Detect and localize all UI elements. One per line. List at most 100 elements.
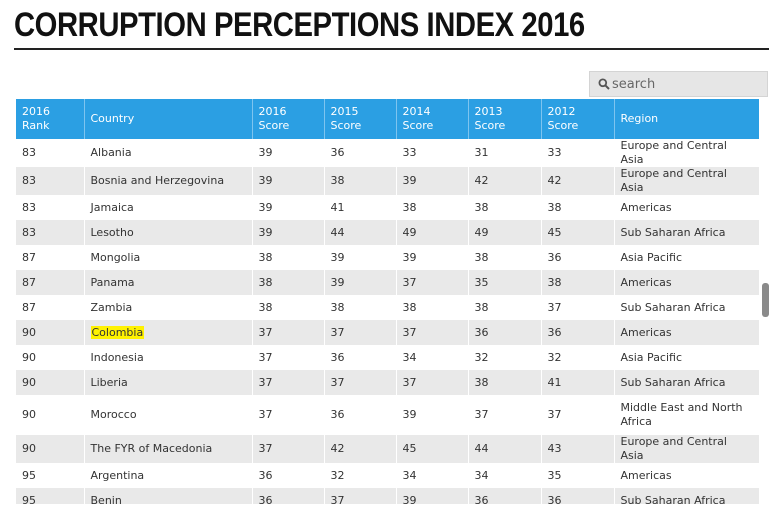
cell-value: 90 [22, 375, 36, 389]
column-header-line2: Score [258, 119, 290, 132]
cell-value: 33 [547, 146, 562, 159]
table-cell: 39 [252, 220, 325, 245]
column-header-line2: Score [547, 119, 579, 132]
cell-value: Americas [620, 275, 672, 289]
cell-value: 37 [402, 375, 417, 389]
cell-value: 43 [547, 442, 562, 455]
country-name: Lesotho [90, 225, 134, 239]
table-cell: Albania [84, 139, 253, 167]
table-cell: 38 [324, 167, 397, 195]
cell-value: 41 [547, 375, 562, 389]
country-name: Liberia [90, 375, 128, 389]
country-name: Bosnia and Herzegovina [90, 174, 225, 187]
table-cell: 34 [396, 463, 469, 488]
cell-value: 37 [258, 325, 273, 339]
cell-value: 90 [22, 442, 36, 455]
cell-value: 36 [547, 493, 562, 505]
table-cell: 35 [468, 270, 542, 295]
cell-value: 39 [330, 250, 345, 264]
cell-value: 37 [258, 408, 273, 421]
table-cell: 37 [468, 395, 542, 435]
column-header-4[interactable]: 2014 Score [396, 99, 469, 139]
cell-value: 83 [22, 174, 36, 187]
cell-value: 32 [330, 468, 345, 482]
cell-value: 34 [474, 468, 489, 482]
cell-value: Sub Saharan Africa [620, 225, 726, 239]
table-cell: 41 [541, 370, 615, 395]
column-header-line1: 2014 [402, 105, 431, 118]
country-name: Indonesia [90, 350, 144, 364]
table-cell: 38 [324, 295, 397, 320]
table-row: 95 Argentina 36 32 34 34 35 Americas [16, 463, 759, 488]
cell-value: 39 [258, 146, 273, 159]
cell-value: 39 [258, 225, 273, 239]
table-cell: 36 [252, 488, 325, 504]
table-cell: 44 [468, 435, 542, 463]
cell-value: Asia Pacific [620, 350, 683, 364]
table-row: 83 Albania 39 36 33 31 33 Europe and Central As… [16, 139, 759, 167]
column-header-line2: Score [402, 119, 434, 132]
cell-value: 32 [547, 350, 562, 364]
table-cell: 32 [541, 345, 615, 370]
country-name: Jamaica [90, 200, 134, 214]
table-row: 87 Zambia 38 38 38 38 37 Sub Saharan Africa [16, 295, 759, 320]
cell-value: 49 [474, 225, 489, 239]
cell-value: Americas [620, 468, 672, 482]
title-divider [14, 48, 769, 50]
table-cell: 37 [541, 395, 615, 435]
cell-value: 37 [547, 300, 562, 314]
table-cell: 41 [324, 195, 397, 220]
cell-value: 87 [22, 300, 36, 314]
table-row: 87 Mongolia 38 39 39 38 36 Asia Pacific [16, 245, 759, 270]
scrollbar-thumb[interactable] [762, 283, 769, 317]
table-cell: 83 [16, 167, 85, 195]
search-input[interactable]: search [589, 71, 768, 97]
cell-value: 38 [258, 300, 273, 314]
table-cell: 36 [468, 320, 542, 345]
table-cell: 38 [252, 245, 325, 270]
cell-value: Middle East and North Africa [620, 401, 743, 428]
column-header-3[interactable]: 2015 Score [324, 99, 397, 139]
cell-value: Sub Saharan Africa [620, 375, 726, 389]
cell-value: 39 [402, 174, 417, 187]
table-cell: Americas [614, 463, 759, 488]
column-header-2[interactable]: 2016 Score [252, 99, 325, 139]
column-header-6[interactable]: 2012 Score [541, 99, 615, 139]
table-cell: 36 [252, 463, 325, 488]
cell-value: 39 [402, 408, 417, 421]
column-header-7[interactable]: Region [614, 99, 759, 139]
cell-value: 87 [22, 250, 36, 264]
table-row: 90 Colombia 37 37 37 36 36 Americas [16, 320, 759, 345]
table-cell: Sub Saharan Africa [614, 370, 759, 395]
cell-value: 32 [474, 350, 489, 364]
table-cell: Americas [614, 195, 759, 220]
table-cell: Europe and Central Asia [614, 167, 759, 195]
table-cell: 31 [468, 139, 542, 167]
table-row: 90 Indonesia 37 36 34 32 32 Asia Pacific [16, 345, 759, 370]
table-cell: 36 [541, 245, 615, 270]
table-cell: 95 [16, 463, 85, 488]
cell-value: 83 [22, 146, 36, 159]
table-header-row: 2016 Rank Country 2016 Score 2015 Score 2014 Sco… [16, 99, 759, 139]
table-cell: 37 [252, 345, 325, 370]
cell-value: 37 [402, 325, 417, 339]
column-header-0[interactable]: 2016 Rank [16, 99, 85, 139]
column-header-5[interactable]: 2013 Score [468, 99, 542, 139]
cell-value: 36 [330, 408, 345, 421]
column-header-line1: 2015 [330, 105, 359, 118]
table-cell: 38 [541, 195, 615, 220]
column-header-1[interactable]: Country [84, 99, 253, 139]
country-name: Benin [90, 493, 122, 505]
cell-value: 41 [330, 200, 345, 214]
table-cell: 37 [324, 320, 397, 345]
table-cell: 49 [396, 220, 469, 245]
table-row: 90 Liberia 37 37 37 38 41 Sub Saharan Africa [16, 370, 759, 395]
table-cell: Asia Pacific [614, 245, 759, 270]
cell-value: 31 [474, 146, 489, 159]
cell-value: 44 [330, 225, 345, 239]
cell-value: 37 [330, 493, 345, 505]
table-cell: 90 [16, 320, 85, 345]
table-cell: Jamaica [84, 195, 253, 220]
table-cell: The FYR of Macedonia [84, 435, 253, 463]
cell-value: 42 [330, 442, 345, 455]
